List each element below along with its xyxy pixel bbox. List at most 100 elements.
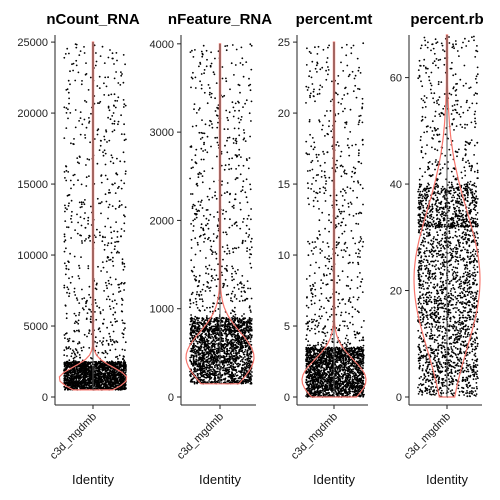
- data-point: [211, 370, 214, 373]
- data-point: [86, 364, 89, 366]
- data-point: [230, 299, 232, 302]
- data-point: [85, 238, 87, 240]
- data-point: [102, 340, 104, 343]
- data-point: [122, 54, 125, 56]
- data-point: [216, 136, 219, 139]
- data-point: [83, 46, 85, 48]
- data-point: [192, 225, 195, 227]
- data-point: [216, 359, 219, 361]
- data-point: [124, 206, 127, 209]
- data-point: [245, 232, 248, 235]
- data-point: [200, 158, 203, 161]
- data-point: [103, 244, 106, 246]
- data-point: [216, 224, 219, 227]
- data-point: [85, 126, 88, 129]
- data-point: [118, 204, 121, 207]
- data-point: [80, 201, 83, 204]
- data-point: [108, 373, 110, 375]
- data-point: [241, 185, 244, 188]
- data-point: [239, 360, 242, 363]
- data-point: [80, 347, 83, 349]
- data-point: [66, 377, 69, 379]
- data-point: [114, 182, 116, 185]
- data-point: [103, 372, 106, 375]
- data-point: [68, 361, 71, 364]
- data-point: [95, 387, 98, 390]
- data-point: [66, 226, 68, 229]
- data-point: [112, 104, 115, 107]
- data-point: [80, 183, 83, 186]
- data-point: [226, 359, 229, 362]
- data-point: [79, 374, 82, 377]
- data-point: [103, 364, 106, 367]
- data-point: [200, 361, 202, 363]
- data-point: [202, 330, 205, 332]
- data-point: [201, 52, 204, 55]
- data-point: [221, 77, 224, 80]
- data-point: [109, 349, 112, 352]
- data-point: [123, 222, 126, 225]
- data-point: [217, 121, 219, 124]
- data-point: [212, 350, 215, 353]
- data-point: [232, 207, 235, 209]
- data-point: [107, 105, 110, 108]
- data-point: [67, 117, 69, 120]
- data-point: [242, 164, 245, 167]
- data-point: [66, 338, 69, 340]
- data-point: [239, 62, 242, 64]
- data-point: [210, 366, 213, 368]
- data-point: [79, 234, 81, 237]
- data-point: [231, 275, 234, 278]
- data-point: [244, 102, 247, 105]
- data-point: [193, 108, 195, 111]
- data-point: [233, 321, 236, 324]
- data-point: [211, 305, 214, 308]
- data-point: [121, 348, 124, 351]
- data-point: [120, 364, 122, 367]
- data-point: [243, 350, 246, 353]
- data-point: [66, 362, 69, 365]
- data-point: [81, 349, 83, 352]
- data-point: [78, 277, 81, 280]
- data-point: [109, 226, 112, 229]
- data-point: [104, 383, 107, 386]
- data-point: [64, 372, 67, 375]
- data-point: [99, 55, 102, 57]
- data-point: [220, 333, 223, 335]
- data-point: [97, 374, 100, 377]
- data-point: [203, 309, 206, 312]
- data-point: [79, 117, 82, 119]
- data-point: [208, 124, 211, 127]
- data-point: [196, 321, 199, 324]
- data-point: [202, 354, 205, 356]
- data-point: [103, 248, 106, 251]
- data-point: [99, 312, 102, 315]
- data-point: [243, 132, 246, 134]
- data-point: [194, 237, 197, 240]
- data-point: [215, 197, 218, 200]
- data-point: [107, 256, 110, 259]
- data-point: [72, 349, 74, 352]
- data-point: [200, 50, 203, 53]
- data-point: [190, 86, 192, 89]
- data-point: [83, 371, 86, 373]
- data-point: [195, 358, 198, 361]
- data-point: [75, 314, 77, 317]
- data-point: [125, 368, 127, 370]
- data-point: [63, 56, 66, 59]
- data-point: [199, 138, 202, 140]
- data-point: [123, 103, 126, 105]
- data-point: [225, 355, 228, 358]
- data-point: [99, 330, 102, 333]
- data-point: [212, 251, 214, 254]
- data-point: [222, 258, 224, 261]
- data-point: [108, 298, 111, 301]
- data-point: [249, 309, 252, 312]
- data-point: [189, 177, 192, 180]
- data-point: [223, 332, 226, 335]
- data-point: [88, 122, 90, 124]
- data-point: [122, 365, 125, 368]
- data-point: [246, 349, 249, 352]
- data-point: [77, 322, 80, 325]
